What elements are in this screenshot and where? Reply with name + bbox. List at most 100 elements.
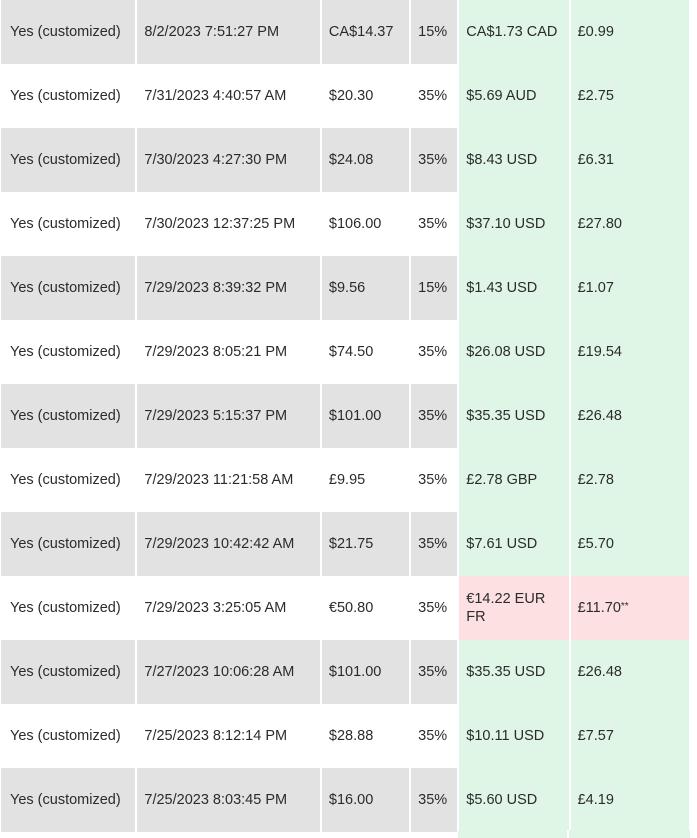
royalty-rate-cell: 35% — [410, 448, 460, 512]
royalty-amount-cell: $10.11 USD — [458, 704, 571, 768]
partial-table-row — [458, 830, 690, 838]
royalty-gbp-cell-text: £7.57 — [577, 728, 614, 744]
customized-cell-text: Yes (customized) — [10, 24, 121, 40]
sale-date-cell: 8/2/2023 7:51:27 PM — [136, 0, 322, 64]
customized-cell: Yes (customized) — [1, 320, 138, 384]
royalty-gbp-cell-text: £19.54 — [577, 344, 622, 360]
royalty-amount-cell: £2.78 GBP — [458, 448, 571, 512]
list-price-cell-text: $21.75 — [328, 536, 374, 552]
customized-cell-text: Yes (customized) — [10, 408, 121, 424]
royalty-gbp-cell: £26.48 — [569, 640, 692, 704]
list-price-cell: $74.50 — [320, 320, 412, 384]
royalty-gbp-cell: £27.80 — [569, 192, 692, 256]
customized-cell-text: Yes (customized) — [10, 728, 121, 744]
royalty-amount-cell: $8.43 USD — [458, 128, 571, 192]
table-row: Yes (customized) 7/29/2023 10:42:42 AM $21… — [1, 512, 692, 576]
royalty-rate-cell-text: 15% — [418, 280, 448, 296]
royalty-amount-cell: $5.69 AUD — [458, 64, 571, 128]
table-row: Yes (customized) 7/30/2023 12:37:25 PM $10… — [1, 192, 692, 256]
list-price-cell: $28.88 — [320, 704, 412, 768]
sale-date-cell: 7/31/2023 4:40:57 AM — [136, 64, 322, 128]
customized-cell-text: Yes (customized) — [10, 792, 121, 808]
list-price-cell-text: $24.08 — [328, 152, 374, 168]
royalty-rate-cell-text: 15% — [418, 24, 448, 40]
sale-date-cell-text: 7/30/2023 4:27:30 PM — [144, 152, 288, 168]
royalty-gbp-cell-text: £0.99 — [577, 24, 614, 40]
royalty-rate-cell: 35% — [410, 768, 460, 832]
royalty-gbp-cell-text: £6.31 — [577, 152, 614, 168]
sale-date-cell: 7/30/2023 12:37:25 PM — [136, 192, 322, 256]
sale-date-cell: 7/30/2023 4:27:30 PM — [136, 128, 322, 192]
sale-date-cell: 7/29/2023 10:42:42 AM — [136, 512, 322, 576]
royalty-amount-cell-text: $35.35 USD — [466, 664, 546, 680]
customized-cell: Yes (customized) — [1, 64, 138, 128]
royalty-amount-cell-text: $1.43 USD — [466, 280, 538, 296]
royalty-rate-cell: 15% — [410, 0, 460, 64]
customized-cell: Yes (customized) — [1, 256, 138, 320]
customized-cell-text: Yes (customized) — [10, 88, 121, 104]
royalty-rate-cell-text: 35% — [418, 344, 448, 360]
royalty-rate-cell: 35% — [410, 384, 460, 448]
customized-cell: Yes (customized) — [1, 768, 138, 832]
royalty-rate-cell: 35% — [410, 320, 460, 384]
royalty-amount-cell-text: $5.69 AUD — [466, 88, 537, 104]
royalty-amount-cell-text: $10.11 USD — [466, 728, 545, 744]
sale-date-cell-text: 7/29/2023 11:21:58 AM — [144, 472, 294, 488]
royalty-amount-cell: $26.08 USD — [458, 320, 571, 384]
royalty-gbp-cell: £5.70 — [569, 512, 692, 576]
table-row: Yes (customized) 7/29/2023 5:15:37 PM $101… — [1, 384, 692, 448]
sale-date-cell: 7/29/2023 8:39:32 PM — [136, 256, 322, 320]
royalty-amount-cell-text: $5.60 USD — [466, 792, 538, 808]
sale-date-cell: 7/29/2023 5:15:37 PM — [136, 384, 322, 448]
royalty-rate-cell-text: 35% — [418, 152, 448, 168]
royalty-gbp-cell-text: £11.70 — [577, 600, 621, 616]
sale-date-cell-text: 7/29/2023 3:25:05 AM — [144, 600, 287, 616]
royalty-rate-cell: 35% — [410, 704, 460, 768]
table-row: Yes (customized) 7/29/2023 11:21:58 AM £9.… — [1, 448, 692, 512]
sale-date-cell-text: 8/2/2023 7:51:27 PM — [144, 24, 280, 40]
table-row: Yes (customized) 7/29/2023 3:25:05 AM €50.… — [1, 576, 692, 640]
customized-cell: Yes (customized) — [1, 192, 138, 256]
royalty-gbp-cell-text: £4.19 — [577, 792, 614, 808]
royalty-gbp-cell: £2.78 — [569, 448, 692, 512]
royalty-gbp-cell-text: £2.75 — [577, 88, 614, 104]
royalty-amount-cell: €14.22 EUR FR — [458, 576, 571, 640]
royalty-gbp-cell-text: £26.48 — [577, 408, 622, 424]
customized-cell: Yes (customized) — [1, 448, 138, 512]
customized-cell: Yes (customized) — [1, 704, 138, 768]
royalty-rate-cell-text: 35% — [418, 664, 448, 680]
sale-date-cell: 7/25/2023 8:03:45 PM — [136, 768, 322, 832]
sale-date-cell-text: 7/29/2023 10:42:42 AM — [144, 536, 295, 552]
customized-cell-text: Yes (customized) — [10, 664, 121, 680]
customized-cell: Yes (customized) — [1, 128, 138, 192]
list-price-cell-text: $16.00 — [328, 792, 374, 808]
royalty-gbp-cell: £4.19 — [569, 768, 692, 832]
table-row: Yes (customized) 7/27/2023 10:06:28 AM $10… — [1, 640, 692, 704]
table-row: Yes (customized) 8/2/2023 7:51:27 PM CA$14… — [1, 0, 692, 64]
sale-date-cell-text: 7/29/2023 5:15:37 PM — [144, 408, 288, 424]
royalty-rate-cell: 15% — [410, 256, 460, 320]
customized-cell-text: Yes (customized) — [10, 216, 121, 232]
royalty-amount-cell-text: $26.08 USD — [466, 344, 546, 360]
royalty-rate-cell-text: 35% — [418, 600, 448, 616]
royalty-amount-cell-text: $37.10 USD — [466, 216, 546, 232]
table-row: Yes (customized) 7/25/2023 8:03:45 PM $16.… — [1, 768, 692, 832]
royalty-amount-cell: $35.35 USD — [458, 384, 571, 448]
royalty-rate-cell-text: 35% — [418, 792, 448, 808]
royalty-amount-cell: $1.43 USD — [458, 256, 571, 320]
royalty-amount-cell-text: $35.35 USD — [466, 408, 546, 424]
customized-cell-text: Yes (customized) — [10, 600, 121, 616]
royalty-rate-cell-text: 35% — [418, 728, 448, 744]
royalty-gbp-cell-text: £5.70 — [577, 536, 614, 552]
royalty-amount-cell-text: €14.22 EUR FR — [466, 591, 546, 625]
list-price-cell-text: CA$14.37 — [328, 24, 394, 40]
customized-cell-text: Yes (customized) — [10, 280, 121, 296]
royalty-gbp-cell: £1.07 — [569, 256, 692, 320]
customized-cell: Yes (customized) — [1, 512, 138, 576]
royalty-gbp-cell: £6.31 — [569, 128, 692, 192]
list-price-cell-text: $28.88 — [328, 728, 374, 744]
list-price-cell-text: $20.30 — [328, 88, 374, 104]
royalty-amount-cell: $37.10 USD — [458, 192, 571, 256]
customized-cell-text: Yes (customized) — [10, 472, 121, 488]
